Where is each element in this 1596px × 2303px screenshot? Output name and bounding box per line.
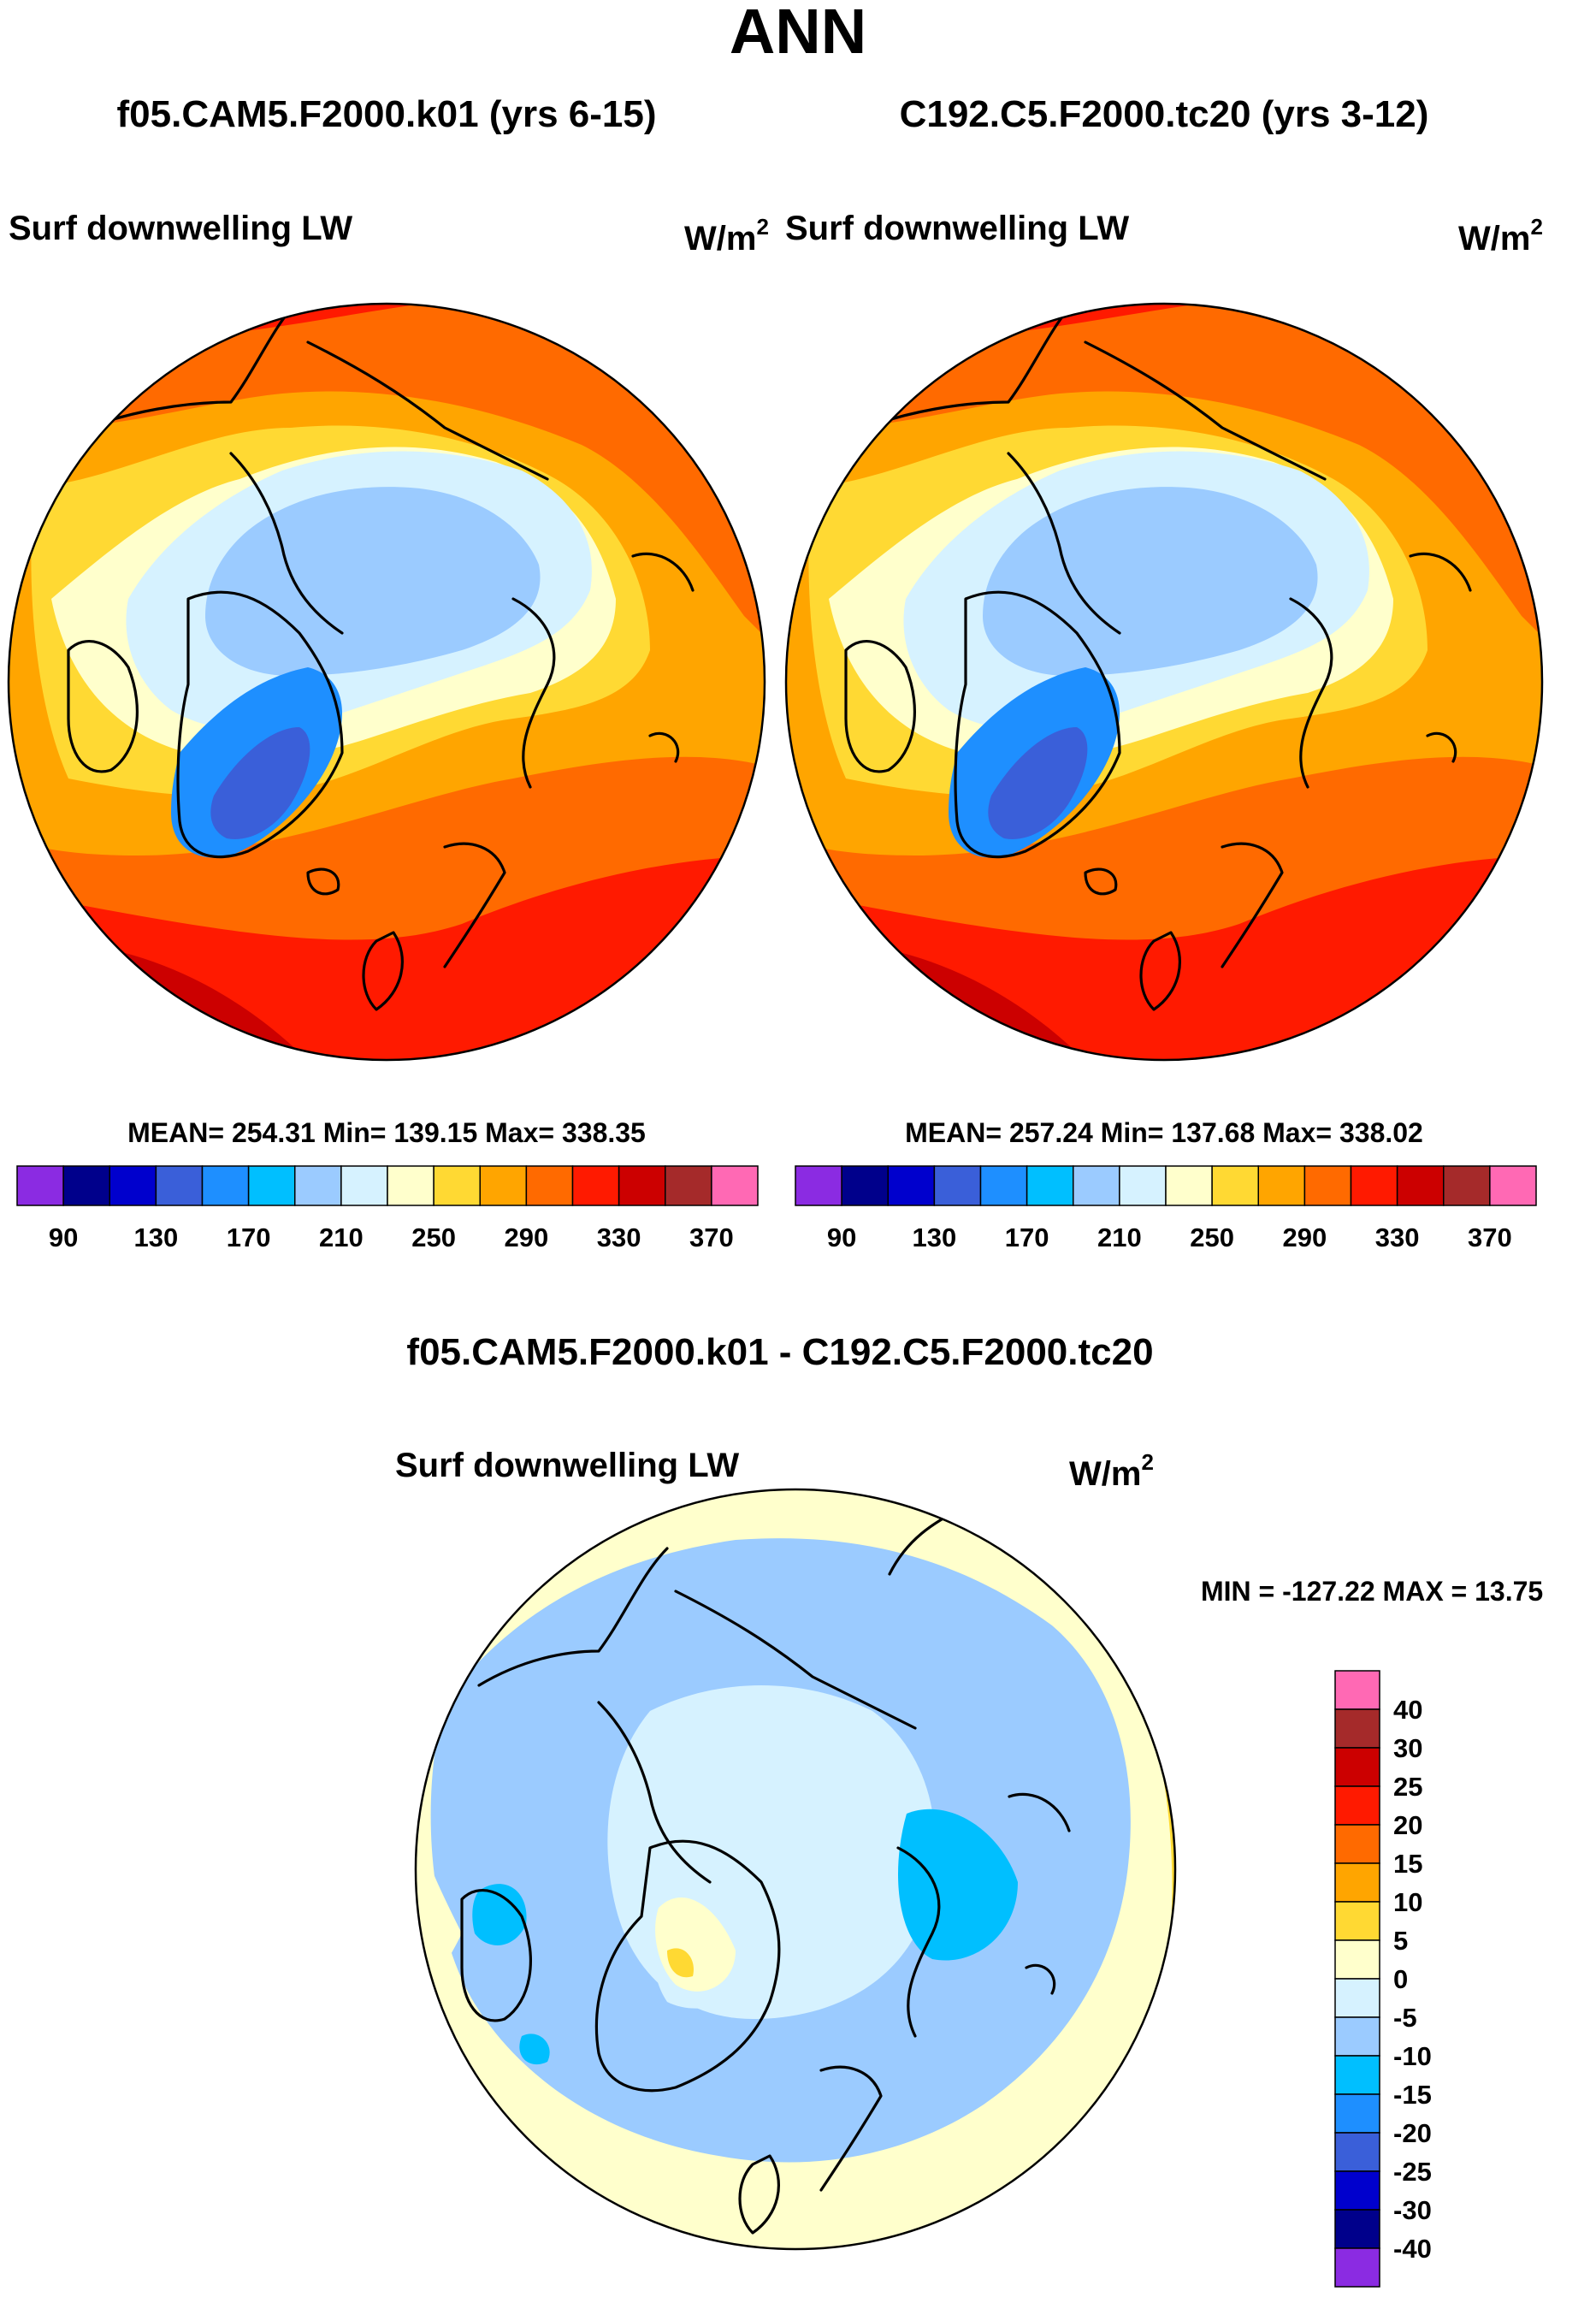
diff-colorbar-swatch — [1334, 1939, 1380, 1980]
panel-b-colorbar-swatch — [1303, 1165, 1352, 1206]
panel-b-variable: Surf downwelling LW — [785, 210, 1129, 247]
diff-colorbar-tick-label: -20 — [1393, 2118, 1432, 2148]
panel-a-colorbar-swatch — [201, 1165, 250, 1206]
panel-b-colorbar-tick-label: 170 — [1005, 1223, 1049, 1252]
diff-colorbar-swatch — [1334, 2247, 1380, 2288]
panel-b-colorbar-tick-label: 370 — [1468, 1223, 1512, 1252]
diff-colorbar-tick-label: -10 — [1393, 2041, 1432, 2071]
panel-a-colorbar-tick-label: 90 — [49, 1223, 78, 1252]
diff-colorbar-tick-label: 10 — [1393, 1887, 1422, 1917]
panel-b-colorbar-tick-label: 250 — [1190, 1223, 1234, 1252]
panel-a-units: W/m2 — [684, 214, 769, 258]
diff-colorbar-swatch — [1334, 1785, 1380, 1826]
panel-b-colorbar-swatch — [1396, 1165, 1445, 1206]
panel-b-units: W/m2 — [1458, 214, 1543, 258]
panel-a-colorbar-swatch — [665, 1165, 712, 1206]
panel-a-map — [7, 302, 766, 1062]
diff-colorbar-swatch — [1334, 2170, 1380, 2211]
diff-colorbar-swatch — [1334, 2055, 1380, 2095]
panel-b-colorbar-swatch — [1257, 1165, 1306, 1206]
panel-a-colorbar-swatch — [618, 1165, 666, 1206]
panel-a-colorbar-swatch — [525, 1165, 574, 1206]
diff-colorbar-swatch — [1334, 2016, 1380, 2057]
diff-colorbar-swatch — [1334, 1901, 1380, 1941]
diff-colorbar-swatch — [1334, 1862, 1380, 1903]
diff-colorbar-tick-label: 25 — [1393, 1772, 1422, 1802]
diff-colorbar-tick-label: 20 — [1393, 1810, 1422, 1840]
panel-a-colorbar: 90 130 170 210 250 290 330 370 — [16, 1165, 759, 1252]
panel-b-colorbar-swatch — [795, 1165, 842, 1206]
panel-b-colorbar-swatch — [979, 1165, 1028, 1206]
panel-b-colorbar-swatch — [841, 1165, 889, 1206]
panel-a-colorbar-swatch — [62, 1165, 110, 1206]
diff-colorbar-swatch — [1334, 1708, 1380, 1749]
panel-a-case-title: f05.CAM5.F2000.k01 (yrs 6-15) — [117, 93, 657, 135]
panel-a-colorbar-swatch — [433, 1165, 481, 1206]
panel-b-colorbar-swatch — [1026, 1165, 1074, 1206]
diff-colorbar-tick-label: 5 — [1393, 1926, 1408, 1956]
diff-colorbar-swatch — [1334, 1978, 1380, 2018]
panel-b-colorbar-swatch — [1119, 1165, 1167, 1206]
diff-colorbar-tick-label: -5 — [1393, 2003, 1417, 2033]
diff-colorbar-tick-label: -25 — [1393, 2157, 1432, 2187]
panel-a-stats: MEAN= 254.31 Min= 139.15 Max= 338.35 — [127, 1117, 646, 1148]
diff-colorbar-swatch — [1334, 1670, 1380, 1710]
panel-a-variable: Surf downwelling LW — [9, 210, 352, 247]
panel-a-colorbar-swatch — [387, 1165, 434, 1206]
panel-b-colorbar-swatch — [1443, 1165, 1491, 1206]
diff-variable: Surf downwelling LW — [395, 1447, 739, 1484]
panel-b-colorbar-tick-label: 210 — [1097, 1223, 1142, 1252]
panel-b-case-title: C192.C5.F2000.tc20 (yrs 3-12) — [900, 93, 1429, 135]
panel-a-colorbar-swatch — [16, 1165, 64, 1206]
panel-b-colorbar-tick-label: 130 — [913, 1223, 957, 1252]
panel-a-colorbar-tick-label: 290 — [505, 1223, 549, 1252]
panel-b-colorbar-swatch — [1211, 1165, 1259, 1206]
panel-b-colorbar-tick-label: 90 — [827, 1223, 856, 1252]
panel-b-colorbar-swatch — [1350, 1165, 1398, 1206]
diff-colorbar: 40 30 25 20 15 10 5 0 -5 -10 -15 -20 -25 -30 -40 — [1334, 1670, 1432, 2288]
panel-a-colorbar-tick-label: 250 — [411, 1223, 456, 1252]
panel-b-colorbar-swatch — [887, 1165, 936, 1206]
panel-a-colorbar-tick-label: 330 — [597, 1223, 641, 1252]
panel-b-colorbar-swatch — [1489, 1165, 1537, 1206]
panel-a-colorbar-swatch — [571, 1165, 620, 1206]
panel-a-colorbar-swatch — [247, 1165, 296, 1206]
diff-colorbar-swatch — [1334, 1824, 1380, 1864]
figure-title: ANN — [730, 0, 866, 67]
diff-units: W/m2 — [1069, 1449, 1154, 1493]
panel-a-colorbar-tick-label: 130 — [134, 1223, 179, 1252]
panel-b-colorbar-swatch — [1073, 1165, 1120, 1206]
panel-a-colorbar-swatch — [109, 1165, 157, 1206]
diff-colorbar-tick-label: 30 — [1393, 1733, 1422, 1763]
diff-map — [414, 1488, 1177, 2251]
diff-colorbar-tick-label: -30 — [1393, 2195, 1432, 2225]
panel-a-colorbar-tick-label: 370 — [689, 1223, 734, 1252]
diff-title: f05.CAM5.F2000.k01 - C192.C5.F2000.tc20 — [406, 1331, 1153, 1373]
diff-colorbar-tick-label: -40 — [1393, 2234, 1432, 2264]
panel-b-colorbar-swatch — [933, 1165, 982, 1206]
panel-b-colorbar-tick-label: 330 — [1375, 1223, 1420, 1252]
panel-a-colorbar-tick-label: 210 — [319, 1223, 364, 1252]
diff-colorbar-swatch — [1334, 1747, 1380, 1787]
panel-a-colorbar-swatch — [294, 1165, 342, 1206]
panel-b-stats: MEAN= 257.24 Min= 137.68 Max= 338.02 — [905, 1117, 1423, 1148]
diff-colorbar-swatch — [1334, 2093, 1380, 2134]
diff-colorbar-tick-label: 0 — [1393, 1964, 1408, 1994]
panel-a-colorbar-swatch — [711, 1165, 759, 1206]
diff-colorbar-tick-label: 15 — [1393, 1849, 1422, 1879]
diff-stats: MIN = -127.22 MAX = 13.75 — [1201, 1576, 1543, 1607]
panel-b-colorbar-swatch — [1165, 1165, 1213, 1206]
panel-a-colorbar-swatch — [340, 1165, 388, 1206]
panel-b-colorbar: 90 130 170 210 250 290 330 370 — [795, 1165, 1537, 1252]
diff-colorbar-swatch — [1334, 2209, 1380, 2249]
diff-colorbar-tick-label: 40 — [1393, 1695, 1422, 1725]
panel-a-colorbar-tick-label: 170 — [227, 1223, 271, 1252]
diff-colorbar-swatch — [1334, 2132, 1380, 2172]
panel-a-colorbar-swatch — [479, 1165, 528, 1206]
diff-colorbar-tick-label: -15 — [1393, 2080, 1432, 2110]
panel-b-map — [784, 302, 1544, 1062]
panel-a-colorbar-swatch — [155, 1165, 204, 1206]
panel-b-colorbar-tick-label: 290 — [1283, 1223, 1327, 1252]
